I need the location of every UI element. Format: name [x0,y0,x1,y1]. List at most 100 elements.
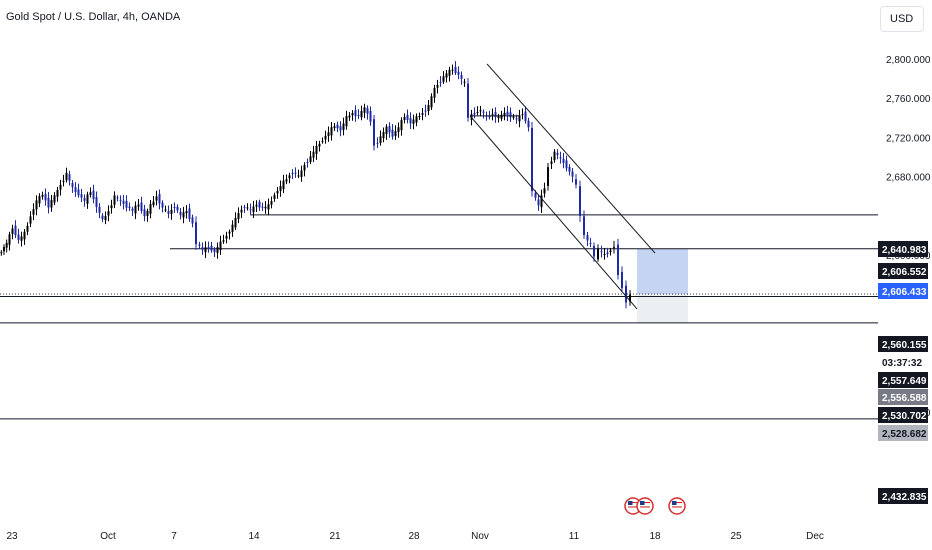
candle-body [213,249,216,253]
candle-body [300,170,303,177]
x-axis-tick-label: 21 [329,531,341,542]
candle-body [258,201,261,208]
candle-body [394,131,397,137]
flag-canton [628,501,633,505]
x-axis-tick-label: 28 [408,531,420,542]
x-axis-tick-label: 7 [171,531,177,542]
candle-body [98,206,101,213]
candle-body [421,113,424,115]
candle-body [204,247,207,253]
candle-body [222,240,225,242]
candle-body [324,135,327,140]
candle-body [559,157,562,159]
candle-body [128,206,131,208]
drawings [469,63,656,310]
candle-body [330,127,333,136]
candle-body [460,75,463,79]
candle-body [318,143,321,147]
x-axis-tick-label: 11 [569,531,580,542]
candle-body [518,115,521,122]
candle-body [547,167,549,186]
currency-button[interactable]: USD [880,6,924,32]
candle-body [433,88,436,98]
candle-body [354,110,357,117]
candle-body [600,251,603,253]
candle-body [38,196,41,204]
candle-body [379,136,382,144]
candle-body [339,126,342,131]
candle-body [366,108,369,114]
price-label-bg [878,407,928,423]
flag-canton [640,501,645,505]
candle-body [442,76,445,82]
candle-body [609,250,612,253]
candle-body [315,145,318,155]
flag-stripe [672,504,682,506]
candle-body [497,116,500,119]
candle-body [345,116,348,127]
candle-body [562,158,565,163]
candle-body [436,84,439,88]
price-label: 03:37:32 [882,358,922,369]
candle-body [479,110,482,112]
candle-body [44,193,47,201]
flag-stripe [672,502,682,504]
candle-body [312,151,315,158]
candle-body [276,190,279,194]
candle-body [170,209,173,214]
candle-body [342,123,345,130]
candle-body [617,244,619,275]
candle-body [309,156,312,162]
us-flag-icon [668,497,686,515]
candle-body [143,209,146,217]
candle-body [201,247,204,250]
candle-body [597,248,599,260]
candle-body [23,231,26,240]
candle-body [71,183,74,187]
channel-lower-line [469,115,638,310]
candle-body [391,129,394,137]
candle-body [348,115,351,118]
candle-body [448,69,451,76]
candle-body [509,112,512,118]
candle-body [543,188,546,194]
candle-body [188,208,191,219]
candle-body [382,132,385,139]
event-icons [624,497,686,515]
candle-body [119,199,122,201]
candle-body [473,113,476,115]
candle-body [373,119,375,146]
candle-body [397,127,400,133]
candle-body [482,111,485,113]
flag-ring [636,497,654,515]
us-flag-icon [636,497,654,515]
price-label-bg [878,425,928,441]
candle-body [273,195,276,199]
price-label-bg [878,389,928,405]
price-label-bg [878,336,928,352]
candle-body [593,245,595,257]
candle-body [5,242,8,248]
candle-body [59,184,62,190]
candle-body [50,200,53,208]
position-zones [637,248,688,323]
candle-body [494,112,497,118]
x-axis-tick-label: 18 [649,531,661,542]
candle-body [451,69,454,71]
candle-body [228,231,231,234]
candle-body [556,152,559,156]
candle-body [68,174,71,181]
candle-body [385,126,388,135]
candles [0,61,631,309]
candle-body [74,187,77,193]
candle-body [125,200,128,208]
price-label: 2,432.835 [882,492,927,503]
candle-body [575,179,577,185]
candle-body [445,73,448,78]
candle-body [427,105,430,112]
candle-body [336,124,339,129]
candle-body [86,194,89,204]
candle-body [589,243,592,245]
profit-zone [637,248,688,295]
